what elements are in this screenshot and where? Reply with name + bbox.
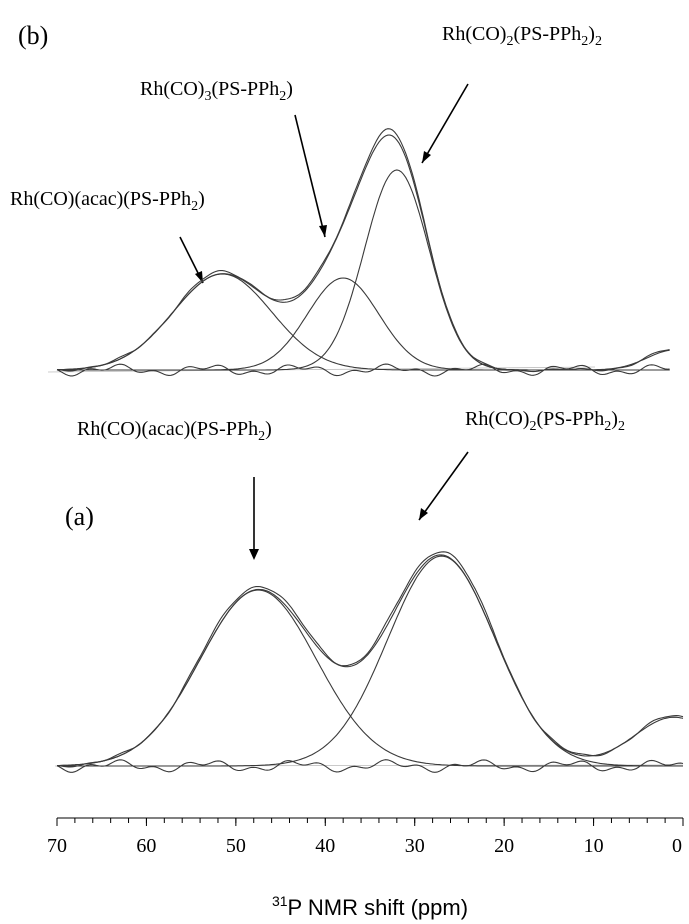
panel-b-curves bbox=[56, 128, 670, 377]
x-axis-tick-label: 10 bbox=[584, 835, 604, 857]
x-axis-tick-label: 40 bbox=[315, 835, 335, 857]
panel-b-annotation-rh-co3: Rh(CO)3(PS-PPh2) bbox=[140, 78, 293, 104]
panel-a-arrowhead-co2 bbox=[419, 508, 428, 520]
x-axis-tick-label: 50 bbox=[226, 835, 246, 857]
panel-b-label: (b) bbox=[18, 21, 48, 50]
panel-b-arrow-co3 bbox=[294, 114, 326, 238]
component-peak-1 bbox=[56, 273, 670, 371]
panel-b-arrowhead-co2 bbox=[422, 151, 431, 163]
panel-a-label: (a) bbox=[65, 502, 94, 531]
measured-spectrum bbox=[56, 128, 670, 373]
x-axis-tick-label: 60 bbox=[136, 835, 156, 857]
component-peak-2 bbox=[57, 555, 683, 767]
x-axis: 70 60 50 40 30 20 10 0 31P NMR shift (ppm) bbox=[47, 817, 684, 920]
panel-a-arrowhead-acac bbox=[249, 549, 259, 560]
panel-a-annotation-rh-co2: Rh(CO)2(PS-PPh2)2 bbox=[465, 408, 625, 434]
residual-trace bbox=[56, 363, 670, 377]
panel-b-annotation-rh-co2: Rh(CO)2(PS-PPh2)2 bbox=[442, 23, 602, 49]
panel-b-annotation-rh-acac: Rh(CO)(acac)(PS-PPh2) bbox=[10, 188, 205, 214]
x-axis-tick-label: 70 bbox=[47, 835, 67, 857]
x-axis-tick-label: 30 bbox=[405, 835, 425, 857]
component-peak-1 bbox=[56, 589, 683, 767]
x-axis-ticks: 70 60 50 40 30 20 10 0 bbox=[47, 818, 684, 857]
x-axis-tick-label: 0 bbox=[672, 835, 682, 857]
component-peak-2 bbox=[57, 277, 670, 371]
residual-trace bbox=[56, 759, 684, 773]
panel-b-arrow-co2 bbox=[421, 83, 469, 164]
panel-a: Rh(CO)(acac)(PS-PPh2) Rh(CO)2(PS-PPh2)2 … bbox=[54, 408, 684, 773]
x-axis-tick-label: 20 bbox=[494, 835, 514, 857]
panel-b-baseline bbox=[47, 366, 596, 373]
x-axis-title: 31P NMR shift (ppm) bbox=[272, 893, 468, 920]
component-peak-3 bbox=[57, 169, 670, 371]
panel-a-curves bbox=[56, 551, 684, 773]
panel-b-arrowhead-co3 bbox=[319, 225, 327, 237]
panel-b-arrowhead-acac bbox=[195, 271, 203, 283]
panel-b: (b) Rh(CO)2(PS-PPh2)2 Rh(CO)3(PS-PPh2) R… bbox=[10, 21, 670, 377]
panel-a-arrow-co2 bbox=[418, 451, 469, 521]
panel-a-annotation-rh-acac: Rh(CO)(acac)(PS-PPh2) bbox=[77, 418, 272, 444]
